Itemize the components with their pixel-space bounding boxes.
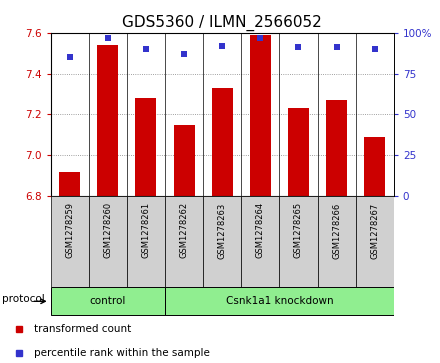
Bar bbox=[288, 108, 309, 196]
Bar bbox=[212, 88, 233, 196]
Bar bbox=[51, 287, 165, 315]
Text: GSM1278267: GSM1278267 bbox=[370, 203, 379, 258]
Bar bbox=[326, 100, 347, 196]
Text: GSM1278261: GSM1278261 bbox=[141, 203, 150, 258]
Bar bbox=[89, 196, 127, 287]
Bar bbox=[136, 98, 157, 196]
Text: GSM1278259: GSM1278259 bbox=[65, 203, 74, 258]
Bar bbox=[318, 196, 356, 287]
Bar bbox=[165, 287, 394, 315]
Point bbox=[257, 35, 264, 41]
Text: GSM1278263: GSM1278263 bbox=[218, 203, 227, 258]
Text: transformed count: transformed count bbox=[34, 324, 132, 334]
Bar bbox=[59, 171, 80, 196]
Point bbox=[180, 51, 187, 57]
Bar bbox=[51, 196, 89, 287]
Point bbox=[104, 35, 111, 41]
Title: GDS5360 / ILMN_2566052: GDS5360 / ILMN_2566052 bbox=[122, 15, 322, 31]
Bar bbox=[364, 137, 385, 196]
Bar bbox=[127, 196, 165, 287]
Text: GSM1278265: GSM1278265 bbox=[294, 203, 303, 258]
Point bbox=[371, 46, 378, 52]
Text: GSM1278264: GSM1278264 bbox=[256, 203, 265, 258]
Text: protocol: protocol bbox=[2, 294, 45, 305]
Point bbox=[143, 46, 150, 52]
Point bbox=[66, 54, 73, 60]
Text: GSM1278266: GSM1278266 bbox=[332, 203, 341, 258]
Bar bbox=[250, 35, 271, 196]
Text: percentile rank within the sample: percentile rank within the sample bbox=[34, 348, 210, 358]
Text: GSM1278262: GSM1278262 bbox=[180, 203, 189, 258]
Bar bbox=[203, 196, 241, 287]
Text: GSM1278260: GSM1278260 bbox=[103, 203, 112, 258]
Bar bbox=[241, 196, 279, 287]
Text: Csnk1a1 knockdown: Csnk1a1 knockdown bbox=[226, 296, 333, 306]
Bar bbox=[97, 45, 118, 196]
Bar bbox=[165, 196, 203, 287]
Text: control: control bbox=[90, 296, 126, 306]
Bar bbox=[356, 196, 394, 287]
Point bbox=[333, 44, 340, 50]
Bar bbox=[279, 196, 318, 287]
Point bbox=[295, 44, 302, 50]
Point bbox=[219, 43, 226, 49]
Bar bbox=[174, 125, 194, 196]
